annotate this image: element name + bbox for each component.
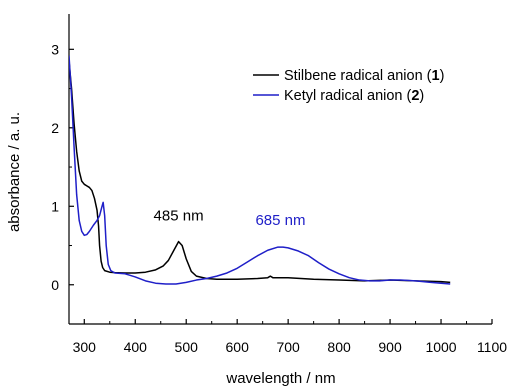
x-tick-label: 1100 (477, 339, 507, 355)
x-axis-label: wavelength / nm (225, 370, 335, 387)
legend-label-1: Stilbene radical anion (1) (284, 68, 444, 84)
y-axis-label: absorbance / a. u. (6, 112, 23, 232)
y-tick-label: 2 (51, 120, 59, 136)
x-tick-label: 400 (124, 339, 148, 355)
series-layer (69, 55, 451, 285)
x-tick-label: 700 (276, 339, 300, 355)
peak-annotation-1: 485 nm (154, 207, 204, 224)
x-tick-label: 800 (327, 339, 351, 355)
x-tick-label: 900 (378, 339, 402, 355)
y-tick-label: 0 (51, 277, 59, 293)
legend: Stilbene radical anion (1) Ketyl radical … (253, 68, 444, 104)
x-tick-label: 500 (175, 339, 199, 355)
x-tick-label: 1000 (425, 339, 456, 355)
series-line-2 (69, 55, 451, 285)
axes: 300 400 500 600 700 800 900 1000 1100 0 1 2 3 (51, 14, 507, 355)
x-tick-label: 600 (226, 339, 250, 355)
x-tick-label: 300 (73, 339, 97, 355)
peak-annotation-2: 685 nm (255, 212, 305, 229)
y-tick-label: 3 (51, 41, 59, 57)
annotations: 485 nm 685 nm (154, 207, 306, 229)
series-line-1 (69, 61, 451, 284)
y-tick-label: 1 (51, 198, 59, 214)
legend-label-2: Ketyl radical anion (2) (284, 88, 424, 104)
